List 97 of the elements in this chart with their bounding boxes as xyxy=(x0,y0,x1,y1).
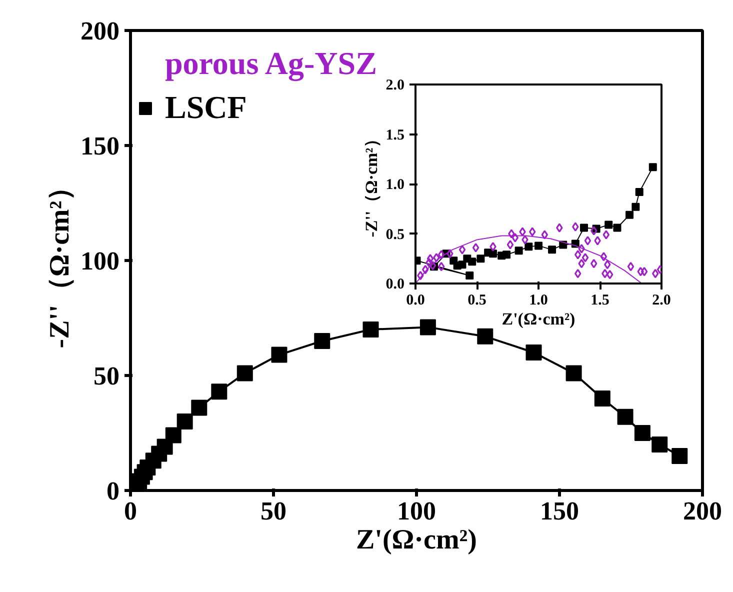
x-tick-label: 2.0 xyxy=(652,292,671,308)
x-tick-label: 0.5 xyxy=(468,292,486,308)
point xyxy=(502,250,511,259)
point xyxy=(635,188,644,196)
point xyxy=(584,236,592,246)
point xyxy=(604,220,613,229)
point xyxy=(556,223,563,232)
point xyxy=(634,425,650,441)
point xyxy=(574,268,582,278)
point xyxy=(446,249,454,258)
point xyxy=(580,224,588,232)
point xyxy=(602,268,608,278)
point xyxy=(512,233,518,242)
y-axis-title: -Z''（Ω·cm²） xyxy=(44,172,76,348)
point xyxy=(490,242,496,252)
point xyxy=(640,266,648,276)
point xyxy=(652,268,659,278)
point xyxy=(627,262,634,272)
point xyxy=(271,346,288,363)
y-tick-label: 1.0 xyxy=(386,177,404,193)
x-tick-label: 200 xyxy=(683,496,722,526)
point xyxy=(528,227,536,236)
x-tick-label: 1.0 xyxy=(529,292,548,308)
y-tick-label: 0.5 xyxy=(386,226,404,243)
point xyxy=(541,230,548,240)
point xyxy=(426,258,432,268)
y-tick-label: 1.5 xyxy=(386,127,404,144)
point xyxy=(488,250,497,258)
point xyxy=(468,258,476,266)
point xyxy=(672,448,688,464)
legend-label: porous Ag-YSZ xyxy=(165,45,377,82)
point xyxy=(438,262,445,272)
point xyxy=(613,224,622,232)
x-axis-title: Z'(Ω·cm²) xyxy=(356,524,478,556)
point xyxy=(420,319,436,336)
point xyxy=(433,252,440,262)
y-tick-label: 150 xyxy=(80,132,120,160)
point xyxy=(514,246,523,255)
point xyxy=(574,250,582,260)
point xyxy=(648,163,657,172)
point xyxy=(522,235,528,244)
point xyxy=(594,236,601,246)
x-tick-label: 0.0 xyxy=(406,292,425,308)
point xyxy=(477,328,494,344)
point xyxy=(590,226,598,236)
point xyxy=(652,436,668,452)
point xyxy=(626,210,634,219)
point xyxy=(506,240,514,250)
point xyxy=(438,250,445,260)
point xyxy=(472,243,480,252)
point xyxy=(600,252,608,262)
y-axis-title: -Z''（Ω·cm²） xyxy=(362,130,381,238)
point xyxy=(191,400,208,416)
point xyxy=(524,242,533,251)
point xyxy=(519,227,526,236)
point xyxy=(590,258,598,268)
point xyxy=(617,408,634,425)
y-tick-label: 200 xyxy=(80,16,120,46)
point xyxy=(572,222,579,232)
x-tick-label: 50 xyxy=(260,496,286,526)
point xyxy=(534,242,542,250)
y-tick-label: 0 xyxy=(106,476,120,506)
point xyxy=(632,202,640,211)
point xyxy=(362,322,379,338)
point xyxy=(426,254,434,264)
point xyxy=(176,414,193,430)
point xyxy=(548,246,556,254)
point xyxy=(458,260,466,269)
point xyxy=(236,365,253,382)
x-axis-title: Z'(Ω·cm²) xyxy=(502,310,576,328)
point xyxy=(458,245,466,254)
point xyxy=(422,264,429,274)
y-tick-label: 100 xyxy=(80,246,120,276)
point xyxy=(526,344,542,360)
point xyxy=(476,254,485,263)
point xyxy=(594,390,610,406)
point xyxy=(508,229,515,238)
point xyxy=(578,258,585,268)
point xyxy=(211,384,228,400)
legend-label: LSCF xyxy=(165,89,247,126)
point xyxy=(314,333,330,349)
point xyxy=(604,260,611,270)
y-tick-label: 50 xyxy=(94,362,120,390)
point xyxy=(566,365,582,382)
point xyxy=(602,230,610,240)
point xyxy=(606,270,614,280)
y-tick-label: 2.0 xyxy=(386,78,404,94)
point xyxy=(582,252,589,262)
x-tick-label: 150 xyxy=(540,496,579,526)
x-tick-label: 0 xyxy=(124,496,137,526)
x-tick-label: 1.5 xyxy=(590,292,610,308)
point xyxy=(165,427,182,444)
point xyxy=(466,272,474,280)
point xyxy=(417,270,424,280)
point xyxy=(637,266,644,276)
y-tick-label: 0.0 xyxy=(386,276,404,292)
point xyxy=(578,244,585,254)
